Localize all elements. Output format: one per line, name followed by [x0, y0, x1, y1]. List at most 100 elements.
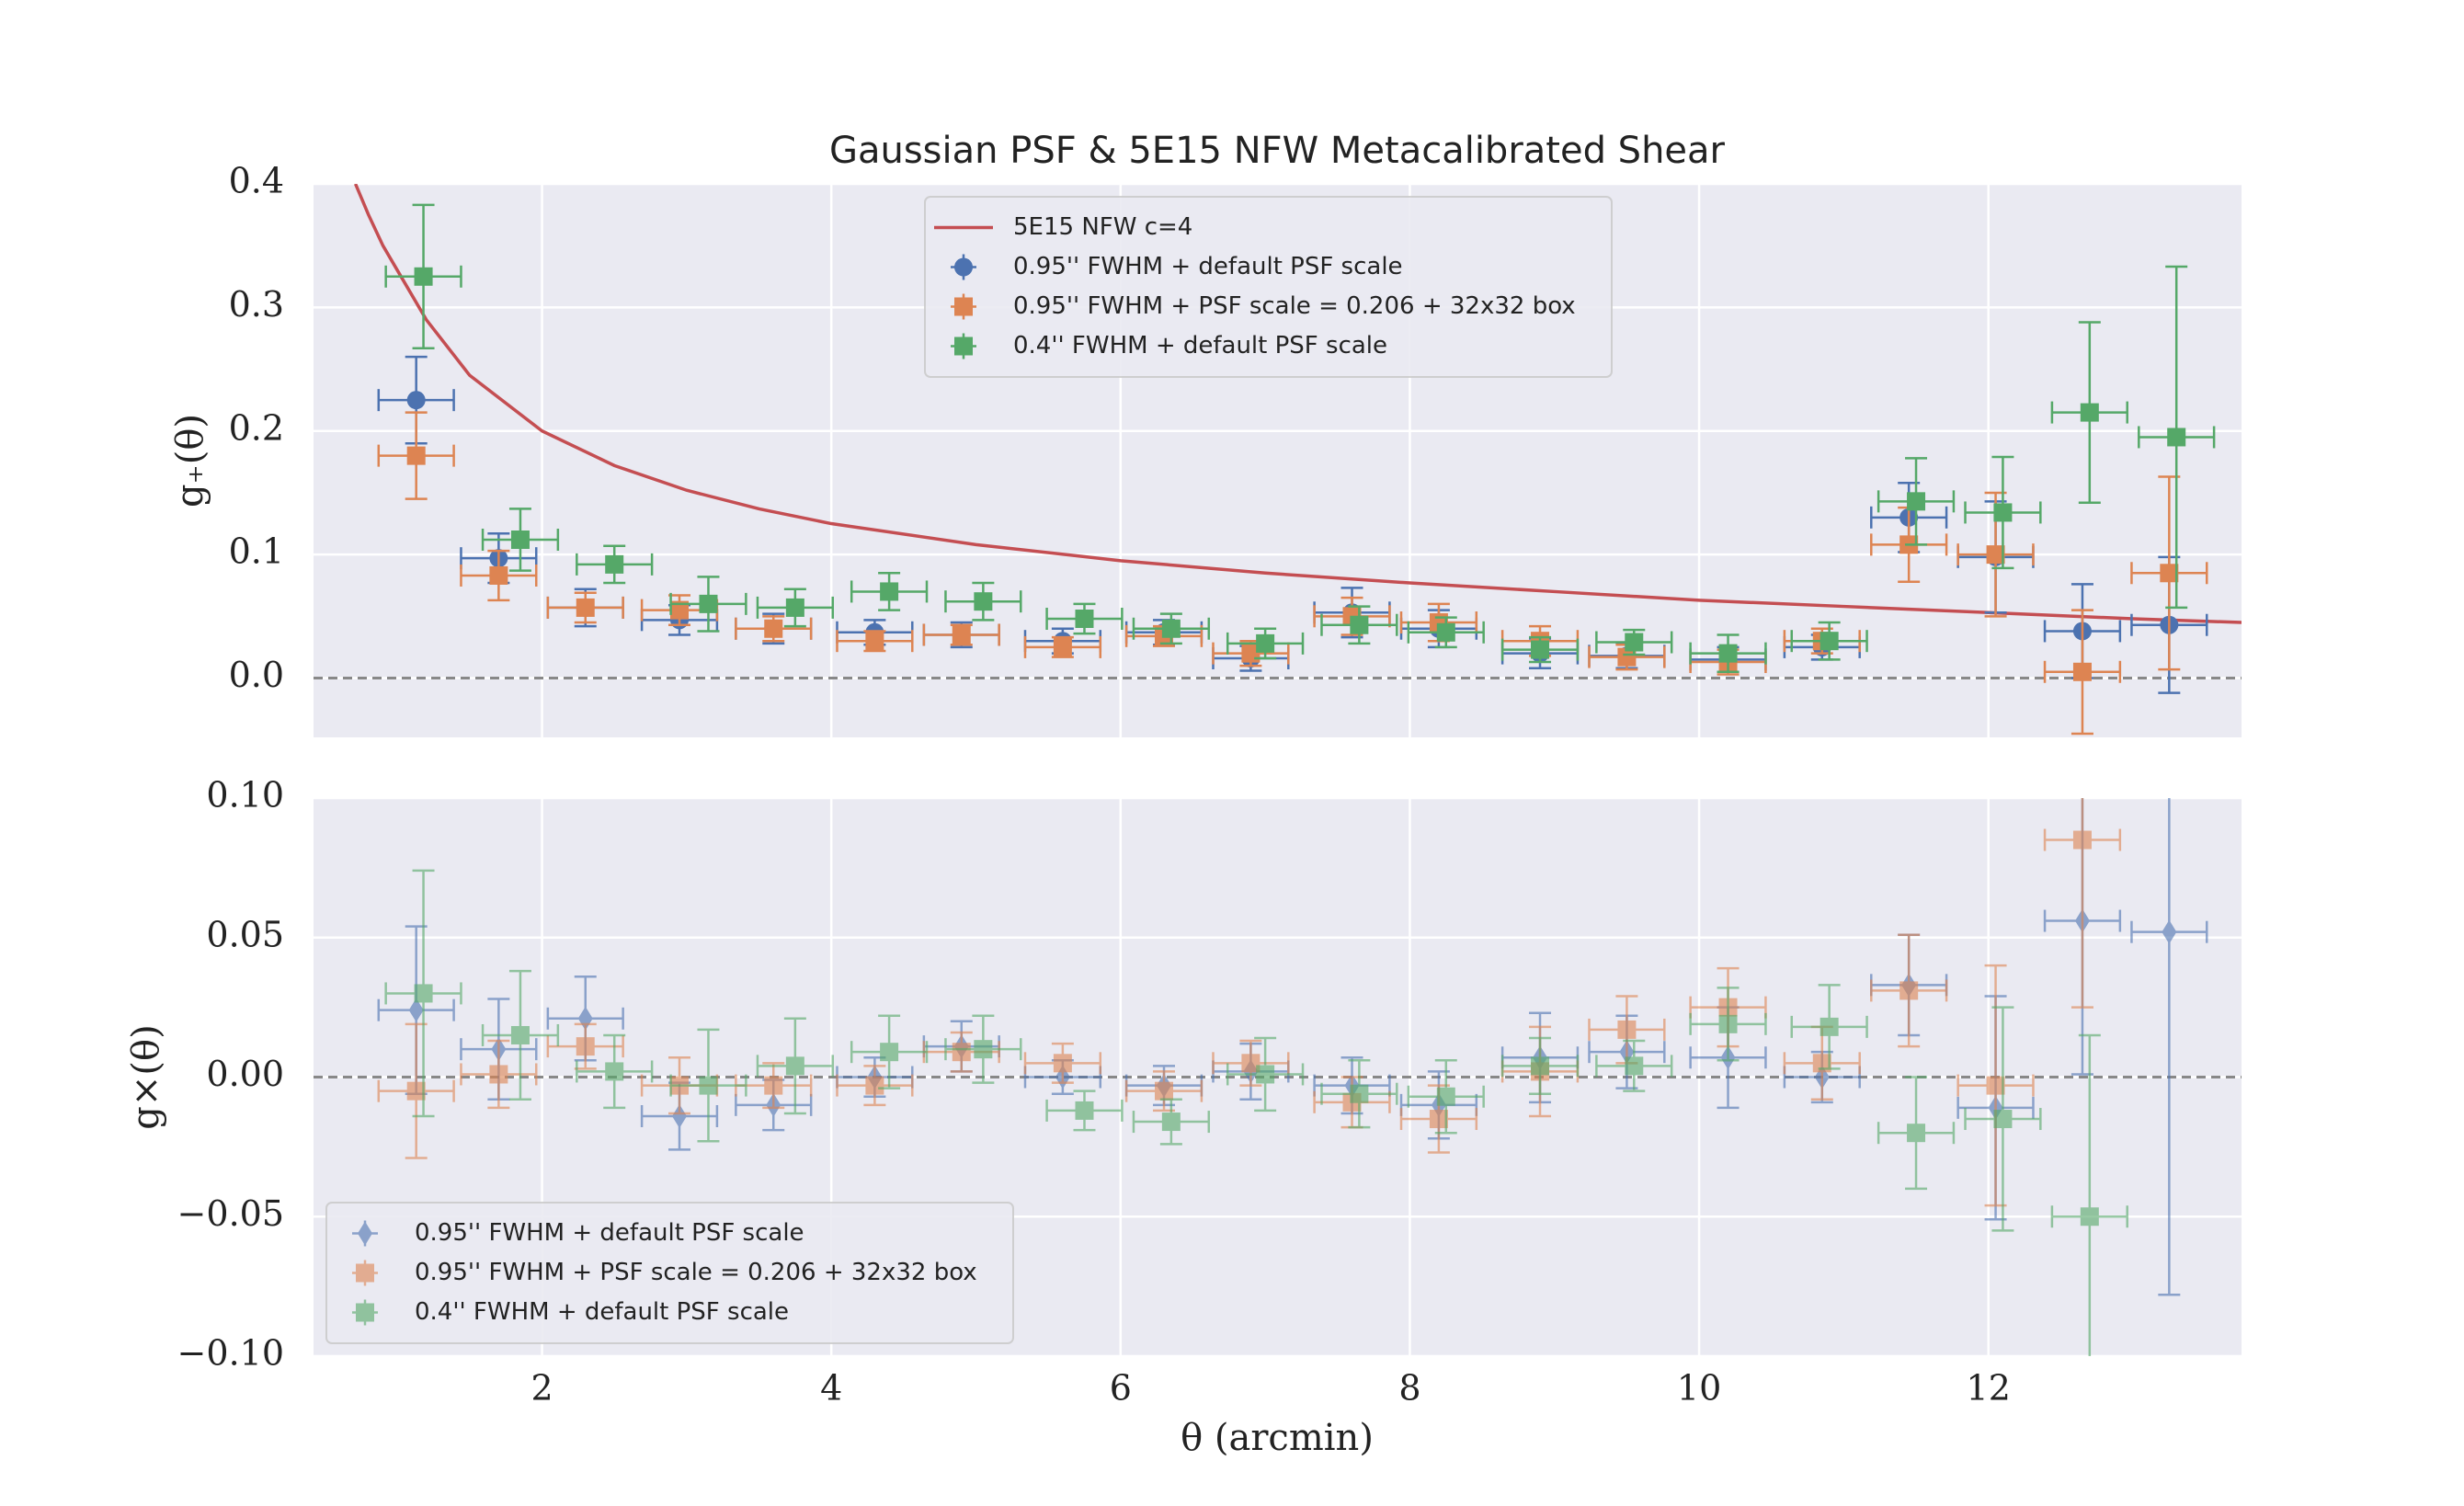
y-tick-label: 0.1: [229, 531, 284, 572]
marker: [2080, 403, 2099, 422]
error-point: [1956, 964, 2035, 1207]
error-point: [1877, 457, 1956, 546]
legend-symbol: [951, 254, 976, 280]
marker: [785, 598, 804, 617]
marker: [2162, 919, 2177, 944]
error-point: [669, 1028, 747, 1143]
error-point: [1023, 635, 1102, 658]
y-tick-label: −0.10: [177, 1333, 284, 1374]
error-point: [850, 1014, 929, 1090]
error-point: [460, 1039, 538, 1110]
legend-label: 0.4'' FWHM + default PSF scale: [1013, 332, 1387, 359]
error-point: [2138, 265, 2216, 610]
error-point: [1964, 1006, 2042, 1232]
marker: [1256, 633, 1275, 653]
error-point: [1877, 1076, 1956, 1191]
marker: [1053, 637, 1072, 656]
y-tick-label: 0.10: [206, 775, 284, 816]
legend-label: 0.95'' FWHM + default PSF scale: [415, 1219, 804, 1247]
error-point: [377, 355, 455, 445]
y-axis-label: g×(θ): [125, 1024, 167, 1129]
error-point: [2130, 475, 2208, 671]
legend-label: 0.4'' FWHM + default PSF scale: [415, 1298, 789, 1326]
error-point: [1588, 643, 1666, 671]
model-line: [354, 184, 2242, 624]
marker: [1075, 610, 1094, 628]
marker: [2072, 830, 2092, 850]
marker: [1531, 640, 1550, 659]
error-point: [850, 572, 929, 611]
legend-symbol: [352, 1299, 378, 1326]
marker: [1053, 1054, 1072, 1073]
error-point: [756, 588, 835, 628]
error-point: [2043, 798, 2122, 1009]
marker: [954, 337, 973, 356]
marker: [1161, 619, 1181, 638]
marker: [576, 1037, 595, 1056]
marker: [1819, 1017, 1839, 1036]
marker: [1899, 981, 1919, 1000]
marker: [1531, 1056, 1550, 1076]
y-tick-label: 0.2: [229, 407, 284, 448]
y-tick-label: 0.3: [229, 284, 284, 325]
x-tick-label: 2: [530, 1368, 553, 1409]
marker: [1993, 503, 2013, 522]
marker: [2072, 662, 2092, 681]
legend: 0.95'' FWHM + default PSF scale 0.95'' FW…: [325, 1202, 1014, 1344]
marker: [356, 1263, 374, 1283]
marker: [605, 1062, 624, 1081]
x-tick-label: 4: [820, 1368, 842, 1409]
marker: [1155, 1081, 1174, 1101]
series-layer: [377, 798, 2208, 1356]
error-point: [546, 1022, 624, 1070]
error-point: [384, 203, 462, 349]
error-point: [735, 1062, 813, 1110]
y-tick-label: 0.4: [229, 161, 284, 201]
marker: [1617, 1020, 1637, 1039]
error-point: [922, 623, 1000, 646]
marker: [414, 267, 433, 286]
marker: [2160, 564, 2179, 583]
error-point: [944, 581, 1022, 622]
marker: [699, 1076, 718, 1095]
marker: [510, 1025, 530, 1044]
marker: [952, 625, 971, 645]
marker: [699, 594, 718, 613]
x-tick-label: 10: [1677, 1368, 1721, 1409]
error-point: [1790, 621, 1868, 661]
marker: [1625, 633, 1644, 652]
marker: [1718, 644, 1738, 663]
error-point: [1500, 1036, 1580, 1095]
y-axis-label: g₊(θ): [169, 414, 211, 508]
marker: [764, 619, 783, 638]
marker: [1819, 632, 1839, 651]
legend-label: 0.95'' FWHM + PSF scale = 0.206 + 32x32 …: [415, 1259, 977, 1286]
marker: [1907, 492, 1926, 511]
error-point: [1124, 1070, 1203, 1112]
legend-label: 0.95'' FWHM + default PSF scale: [1013, 253, 1403, 280]
series-layer: [354, 184, 2242, 736]
marker: [356, 1303, 374, 1322]
marker: [785, 1056, 804, 1076]
marker: [406, 391, 426, 410]
marker: [865, 1076, 884, 1095]
legend-box: [325, 1202, 1014, 1344]
marker: [489, 1065, 508, 1084]
marker: [358, 1221, 372, 1246]
error-point: [2043, 609, 2122, 736]
error-point: [2050, 321, 2128, 504]
legend-box: [924, 196, 1613, 378]
marker: [1075, 1101, 1094, 1120]
error-point: [1500, 635, 1580, 664]
marker: [1617, 647, 1637, 667]
error-point: [1588, 995, 1666, 1065]
error-point: [1399, 1084, 1478, 1154]
marker: [865, 632, 884, 651]
error-point: [756, 1017, 835, 1115]
error-point: [1226, 627, 1305, 660]
legend-label: 5E15 NFW c=4: [1013, 213, 1192, 241]
error-point: [735, 615, 813, 643]
error-point: [1045, 602, 1124, 635]
error-point: [1595, 628, 1673, 656]
